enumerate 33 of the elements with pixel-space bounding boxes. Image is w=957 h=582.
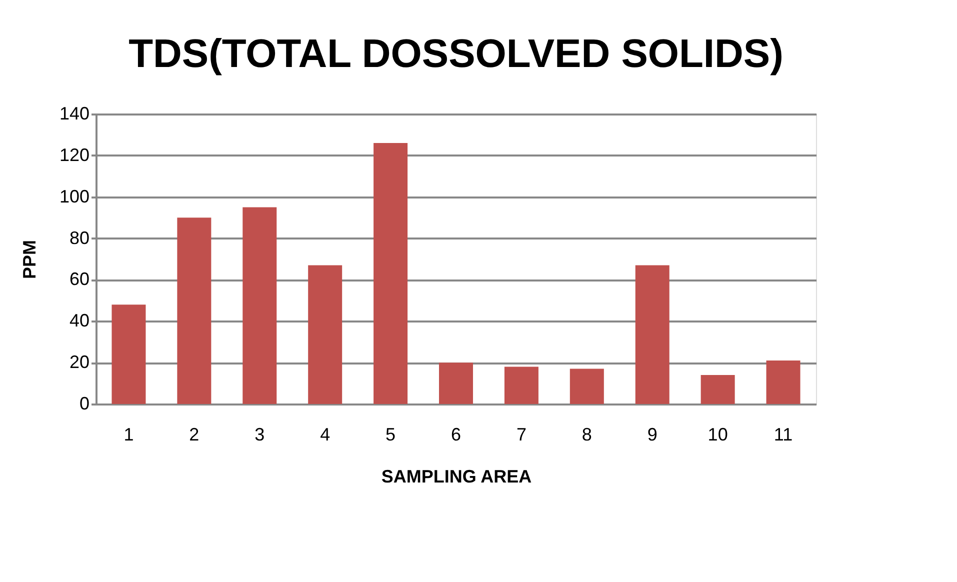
y-tick-label: 120 [59,144,90,165]
y-tick-label: 100 [59,186,90,206]
x-tick-label: 6 [450,424,462,444]
chart-title: TDS(TOTAL DOSSOLVED SOLIDS) [128,32,784,76]
y-tick-label: 60 [69,269,90,290]
bar [504,366,538,404]
y-tick-label: 40 [69,310,90,331]
x-tick-label: 8 [582,424,592,444]
y-tick-label: 80 [69,228,90,248]
bar [766,360,800,404]
bar [439,362,473,404]
bar [242,207,277,404]
bar [700,375,735,404]
x-tick-label: 2 [189,424,200,444]
x-tick-label: 11 [774,424,793,444]
x-tick-label: 10 [708,424,728,444]
x-tick-label: 3 [254,424,265,444]
x-tick-label: 5 [386,424,396,444]
y-axis-title: PPM [19,240,40,280]
x-tick-label: 7 [516,424,526,444]
bar [570,368,604,404]
y-tick-label: 140 [59,104,90,124]
bar [374,143,408,404]
x-tick-label: 1 [124,424,134,444]
bar [635,265,670,404]
x-tick-label: 9 [647,424,658,444]
y-tick-label: 20 [69,352,90,372]
y-tick-label: 0 [79,394,90,414]
x-tick-label: 4 [320,424,330,444]
bar [112,304,146,404]
bar [177,218,212,404]
bar [308,265,342,404]
x-axis-title: SAMPLING AREA [381,466,532,486]
